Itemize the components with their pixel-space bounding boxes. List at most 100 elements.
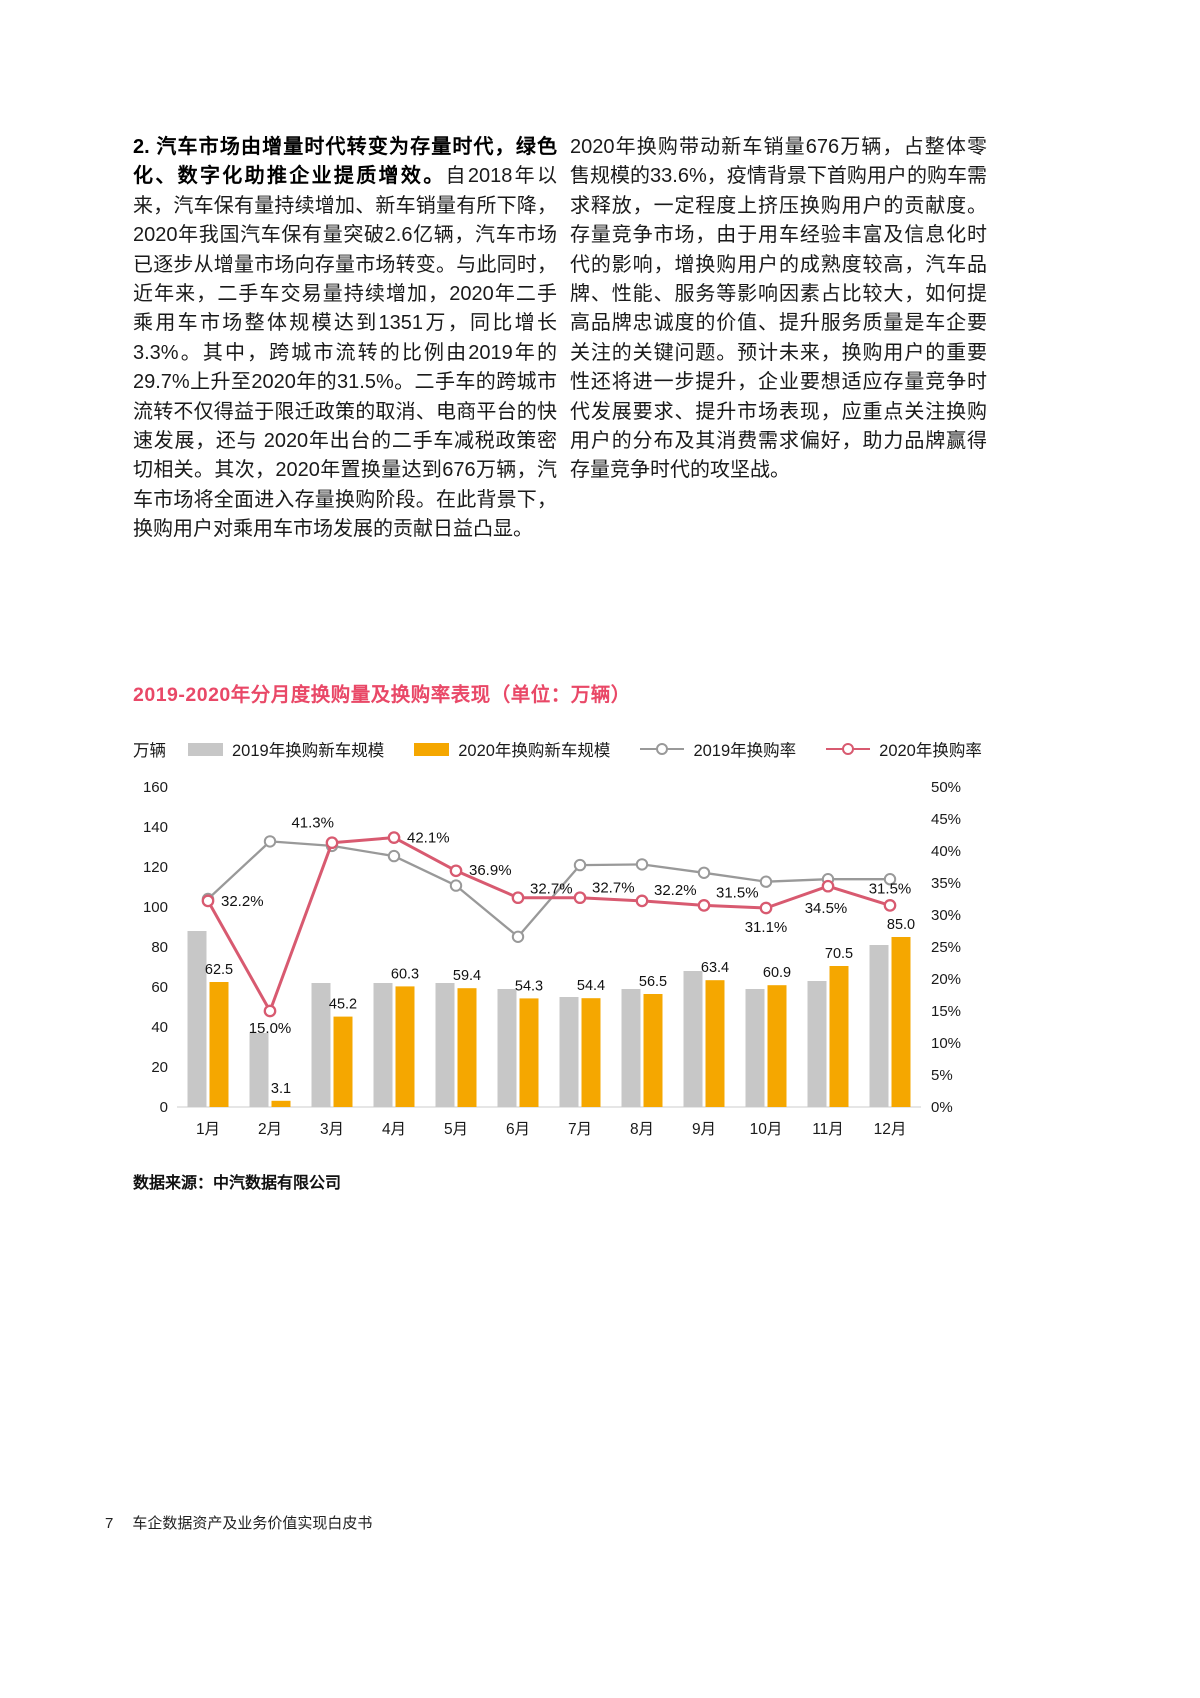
line-point: [511, 930, 525, 944]
svg-text:62.5: 62.5: [205, 962, 233, 978]
svg-text:25%: 25%: [931, 939, 961, 956]
data-source-note: 数据来源：中汽数据有限公司: [133, 1175, 342, 1192]
svg-text:60.3: 60.3: [391, 966, 419, 982]
rate-value-labels: 32.2% 15.0% 41.3% 42.1% 36.9% 32.7% 32.7% 32.2%…: [221, 815, 911, 1037]
line-point: [449, 879, 463, 892]
line-point: [263, 1004, 277, 1018]
svg-text:35%: 35%: [931, 875, 961, 892]
paragraph-lead: 2. 汽车市场由增量时代转变为存量时代，绿色化、数字化助推企业提质增效。: [133, 136, 557, 188]
svg-text:0%: 0%: [931, 1099, 953, 1116]
bar: [497, 989, 517, 1107]
svg-text:10%: 10%: [931, 1035, 961, 1052]
svg-text:59.4: 59.4: [453, 968, 481, 984]
svg-text:30%: 30%: [931, 907, 961, 924]
bar: [829, 966, 849, 1107]
svg-text:9月: 9月: [692, 1121, 716, 1138]
bar: [395, 986, 415, 1107]
svg-text:0: 0: [160, 1099, 168, 1116]
svg-text:100: 100: [143, 899, 168, 916]
bars-2020: [209, 937, 911, 1107]
svg-text:140: 140: [143, 819, 168, 836]
line-point: [511, 891, 525, 905]
svg-text:160: 160: [143, 779, 168, 796]
line-point: [759, 901, 773, 915]
svg-text:60.9: 60.9: [763, 965, 791, 981]
right-axis-tick-labels: 50% 45% 40% 35% 30% 25% 20% 15% 10% 5% 0%: [931, 779, 961, 1116]
y-axis-unit-label: 万辆: [133, 742, 166, 760]
svg-text:41.3%: 41.3%: [291, 815, 334, 832]
svg-text:15.0%: 15.0%: [249, 1020, 292, 1037]
line-point: [387, 849, 401, 863]
bar: [187, 931, 207, 1107]
svg-text:31.1%: 31.1%: [745, 919, 788, 936]
legend-item-2020-bar: 2020年换购新车规模: [414, 737, 610, 761]
bar: [457, 988, 477, 1107]
line-point: [573, 858, 587, 872]
svg-text:20: 20: [151, 1059, 168, 1076]
bar: [519, 998, 539, 1107]
svg-text:120: 120: [143, 859, 168, 876]
svg-text:20%: 20%: [931, 971, 961, 988]
line-point: [573, 891, 587, 905]
svg-text:40: 40: [151, 1019, 168, 1036]
line-point: [635, 858, 649, 871]
svg-text:11月: 11月: [812, 1121, 844, 1138]
chart-legend: 万辆 2019年换购新车规模 2020年换购新车规模 2019年换购率 2020…: [133, 737, 993, 761]
svg-text:32.7%: 32.7%: [592, 880, 635, 897]
svg-text:42.1%: 42.1%: [407, 830, 450, 847]
gray-line-swatch-icon: [640, 742, 685, 756]
bar: [807, 981, 827, 1107]
svg-text:3.1: 3.1: [271, 1081, 291, 1097]
bar: [209, 982, 229, 1107]
line-point: [821, 879, 835, 893]
bar: [705, 980, 725, 1107]
left-column-paragraph: 2. 汽车市场由增量时代转变为存量时代，绿色化、数字化助推企业提质增效。自201…: [133, 133, 557, 545]
line-2020: [201, 831, 897, 1018]
bars-2019: [187, 931, 889, 1107]
orange-bar-swatch-icon: [414, 742, 450, 756]
bar-value-labels: 62.5 3.1 45.2 60.3 59.4 54.3 54.4 56.5 63.4 60.9 7…: [205, 917, 915, 1097]
bar: [559, 997, 579, 1107]
bar: [891, 937, 911, 1107]
legend-item-2019-bar: 2019年换购新车规模: [188, 737, 384, 761]
svg-text:3月: 3月: [320, 1121, 344, 1138]
chart-section: 2019-2020年分月度换购量及换购率表现（单位：万辆） 万辆 2019年换购…: [133, 678, 993, 1193]
line-point: [883, 873, 897, 886]
legend-items: 2019年换购新车规模 2020年换购新车规模 2019年换购率 2020年换购…: [188, 737, 982, 761]
gray-bar-swatch-icon: [188, 742, 223, 756]
x-axis-labels: 1月 2月 3月 4月 5月 6月 7月 8月 9月 10月 11月 12月: [196, 1121, 906, 1138]
bar: [249, 1033, 269, 1107]
svg-text:80: 80: [151, 939, 168, 956]
bar: [683, 971, 703, 1107]
line-point: [759, 875, 773, 888]
svg-text:45%: 45%: [931, 811, 961, 828]
bar: [373, 983, 393, 1107]
line-point: [449, 864, 463, 878]
legend-label-2020-line: 2020年换购率: [879, 742, 982, 760]
svg-text:7月: 7月: [568, 1121, 592, 1138]
svg-text:31.5%: 31.5%: [869, 880, 912, 897]
svg-text:54.4: 54.4: [577, 978, 605, 994]
bar: [333, 1016, 353, 1107]
svg-text:8月: 8月: [630, 1121, 654, 1138]
svg-text:50%: 50%: [931, 779, 961, 796]
line-point: [635, 894, 649, 908]
legend-label-2020-bar: 2020年换购新车规模: [458, 742, 611, 760]
svg-text:34.5%: 34.5%: [805, 900, 848, 917]
page-number: 7: [105, 1515, 114, 1532]
legend-item-2020-line: 2020年换购率: [826, 737, 982, 761]
bar: [767, 985, 787, 1107]
svg-text:32.2%: 32.2%: [654, 882, 697, 899]
svg-text:12月: 12月: [874, 1121, 907, 1138]
line-point: [697, 866, 711, 880]
paragraph-body-left: 自2018年以来，汽车保有量持续增加、新车销量有所下降， 2020年我国汽车保有…: [133, 165, 557, 541]
svg-text:5月: 5月: [444, 1121, 468, 1138]
bar: [643, 994, 663, 1107]
page-footer: 7 车企数据资产及业务价值实现白皮书: [105, 1512, 372, 1533]
legend-item-2019-line: 2019年换购率: [640, 737, 796, 761]
line-point: [263, 835, 277, 848]
line-point: [883, 899, 897, 912]
bar: [621, 989, 641, 1107]
line-point: [697, 899, 711, 912]
